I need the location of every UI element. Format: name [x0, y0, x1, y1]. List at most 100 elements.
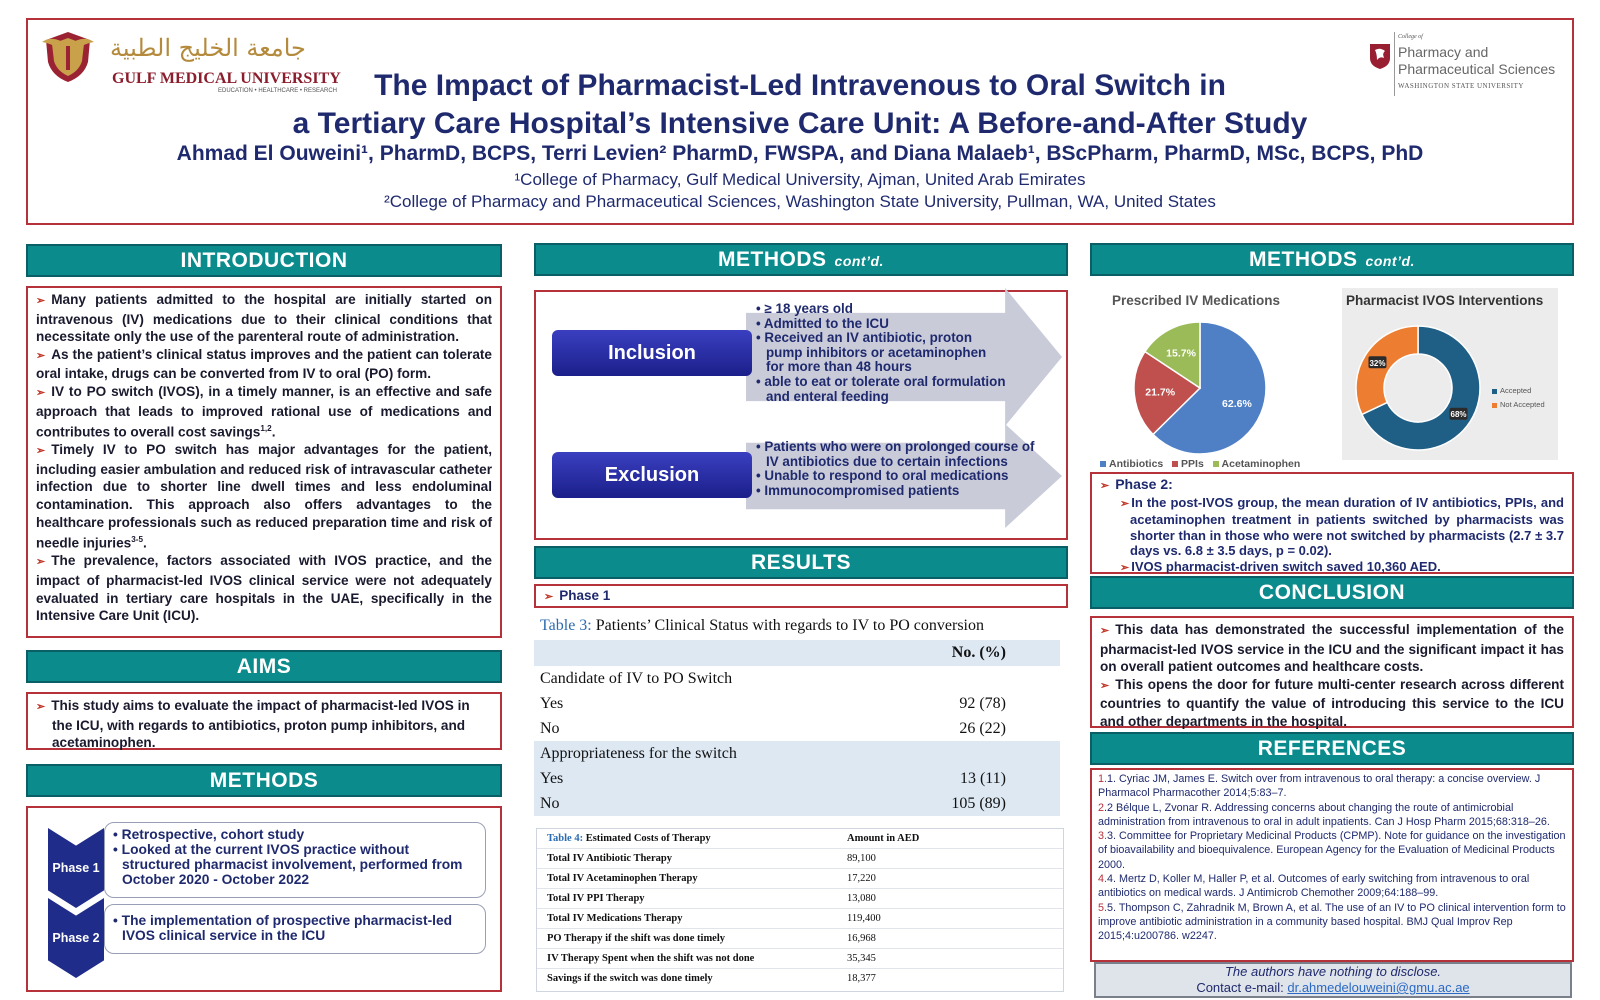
criteria-box: Inclusion • ≥ 18 years old • Admitted to… [534, 288, 1068, 540]
wsu-college-of: College of [1398, 34, 1423, 40]
phase1-item: • Looked at the current IVOS practice wi… [113, 842, 463, 887]
references-heading: REFERENCES [1090, 732, 1574, 765]
ivos-interventions-donut-chart: 68% 32% [1355, 325, 1481, 451]
table-row: Total IV Medications Therapy 119,400 [537, 909, 1063, 929]
exclusion-label: Exclusion [552, 452, 752, 498]
table-row: Appropriateness for the switch [534, 741, 1060, 766]
data-label: 32% [1369, 359, 1385, 368]
table-row: Yes 13 (11) [534, 766, 1060, 791]
reference-item: 3.3. Committee for Proprietary Medicinal… [1098, 830, 1566, 871]
introduction-heading: INTRODUCTION [26, 244, 502, 277]
arrow-icon: ➢ [36, 701, 46, 713]
references-list: 1.1. Cyriac JM, James E. Switch over fro… [1098, 772, 1568, 944]
methods-contd-heading: METHODS cont’d. [534, 243, 1068, 276]
arrow-icon: ➢ [544, 591, 554, 603]
chart1-legend: Antibiotics PPIs Acetaminophen [1100, 458, 1300, 470]
table3-title: Table 3: Patients’ Clinical Status with … [540, 617, 984, 634]
table-row: No 105 (89) [534, 791, 1060, 816]
phase2-results-label: ➢ Phase 2: [1100, 476, 1173, 492]
phase2-details: • The implementation of prospective phar… [104, 904, 486, 954]
arrow-icon: ➢ [1100, 480, 1110, 492]
reference-item: 4.4. Mertz D, Koller M, Haller P, et al.… [1098, 873, 1530, 900]
arrow-icon: ➢ [36, 556, 46, 569]
results-phase1-label: ➢ Phase 1 [534, 584, 1068, 608]
intro-paragraph: ➢ Many patients admitted to the hospital … [36, 292, 492, 345]
conclusion-box: ➢ This data has demonstrated the successf… [1090, 616, 1574, 729]
phase2-item: • The implementation of prospective phar… [113, 913, 453, 943]
table-row: No 26 (22) [540, 720, 1006, 737]
chart2-title: Pharmacist IVOS Interventions [1346, 293, 1544, 308]
phase2-chevron: Phase 2 [48, 898, 104, 978]
table3: No. (%) Candidate of IV to PO Switch Yes… [534, 640, 1060, 818]
poster-title-line2: a Tertiary Care Hospital’s Intensive Car… [292, 107, 1308, 140]
intro-paragraph: ➢ Timely IV to PO switch has major advant… [36, 442, 492, 551]
table-row: Savings if the switch was done timely 18,… [547, 973, 876, 984]
table-row: PO Therapy if the shift was done timely 1… [537, 929, 1063, 949]
wsu-cougar-icon [1370, 44, 1390, 69]
table4: Table 4: Estimated Costs of Therapy Amoun… [536, 828, 1064, 992]
arrow-icon: ➢ [36, 349, 46, 362]
exclusion-list: • Patients who were on prolonged course … [756, 439, 1046, 498]
gmu-logo: جامعة الخليج الطبية GULF MEDICAL UNIVERS… [38, 28, 341, 98]
reference-item: 1.1. Cyriac JM, James E. Switch over fro… [1098, 773, 1541, 800]
phase2-result-item: ➢ In the post-IVOS group, the mean durati… [1120, 494, 1564, 559]
aims-box: ➢ This study aims to evaluate the impact … [26, 692, 502, 750]
poster-title-line1: The Impact of Pharmacist-Led Intravenous… [374, 69, 1226, 102]
wsu-divider [1394, 32, 1395, 96]
aims-text: ➢ This study aims to evaluate the impact … [36, 698, 470, 751]
gmu-tagline: EDUCATION • HEALTHCARE • RESEARCH [218, 88, 337, 94]
legend-swatch [1492, 388, 1497, 394]
pie-slice-ppis [1133, 350, 1202, 436]
inclusion-item: • ≥ 18 years old [756, 301, 853, 316]
table-row: Candidate of IV to PO Switch [540, 670, 733, 687]
arrow-icon: ➢ [1120, 561, 1130, 574]
table4-header-row: Table 4: Estimated Costs of Therapy Amoun… [537, 829, 1063, 849]
data-label: 68% [1451, 410, 1467, 419]
data-label: 15.7% [1166, 347, 1196, 359]
poster-header: جامعة الخليج الطبية GULF MEDICAL UNIVERS… [26, 18, 1574, 225]
methods-heading: METHODS [26, 764, 502, 797]
wsu-college-name: Pharmacy and Pharmaceutical Sciences [1398, 44, 1556, 77]
disclosure-box: The authors have nothing to disclose. Co… [1094, 962, 1572, 998]
inclusion-item: • Received an IV antibiotic, proton pump… [756, 330, 987, 375]
gmu-name: GULF MEDICAL UNIVERSITY [112, 70, 341, 87]
reference-item: 2.2 Bélque L, Zvonar R. Addressing conce… [1098, 801, 1550, 828]
authors: Ahmad El Ouweini¹, PharmD, BCPS, Terri L… [176, 142, 1424, 165]
legend-item: Not Accepted [1492, 398, 1545, 412]
intro-paragraph: ➢ The prevalence, factors associated with… [36, 553, 492, 624]
phase2-results-box: ➢ Phase 2: ➢ In the post-IVOS group, the m… [1090, 472, 1574, 574]
table-row: Total IV Antibiotic Therapy 89,100 [537, 849, 1063, 869]
arrow-icon: ➢ [1120, 497, 1130, 510]
contact-line: Contact e-mail: dr.ahmedelouweini@gmu.ac… [1196, 980, 1470, 995]
arrow-icon: ➢ [1100, 625, 1110, 637]
legend-swatch [1492, 402, 1497, 408]
exclusion-item: • Unable to respond to oral medications [756, 468, 1009, 484]
phase1-chevron: Phase 1 [48, 828, 104, 908]
phase1-details: • Retrospective, cohort study • Looked a… [104, 822, 486, 898]
gmu-arabic-name: جامعة الخليج الطبية [110, 34, 306, 62]
aims-heading: AIMS [26, 650, 502, 683]
inclusion-item: • able to eat or tolerate oral formulati… [756, 373, 1006, 404]
inclusion-item: • Admitted to the ICU [756, 315, 889, 331]
contact-email-link[interactable]: dr.ahmedelouweini@gmu.ac.ae [1287, 980, 1470, 995]
wsu-university: WASHINGTON STATE UNIVERSITY [1398, 82, 1524, 90]
legend-item: Accepted [1492, 384, 1545, 398]
conclusion-paragraph: ➢ This data has demonstrated the successf… [1100, 622, 1564, 675]
table3-header-row: No. (%) [534, 640, 1060, 666]
methods-contd2-heading: METHODS cont’d. [1090, 243, 1574, 276]
data-label: 62.6% [1222, 398, 1252, 410]
conclusion-heading: CONCLUSION [1090, 576, 1574, 609]
reference-item: 5.5. Thompson C, Zahradnik M, Brown A, e… [1098, 901, 1566, 943]
data-label-box [1368, 356, 1387, 369]
intro-paragraph: ➢ As the patient’s clinical status improv… [36, 346, 492, 382]
arrow-icon: ➢ [36, 386, 46, 399]
legend-item: Acetaminophen [1212, 458, 1300, 470]
affiliation-1: ¹College of Pharmacy, Gulf Medical Unive… [514, 170, 1086, 189]
prescribed-iv-pie-chart: 62.6% 21.7% 15.7% [1133, 321, 1267, 455]
wsu-logo: College of Pharmacy and Pharmaceutical S… [1364, 30, 1564, 100]
references-box [1090, 768, 1574, 962]
intro-paragraph: ➢ IV to PO switch (IVOS), in a timely man… [36, 383, 492, 440]
exclusion-item: • Patients who were on prolonged course … [756, 439, 1035, 469]
data-label-box [1449, 407, 1468, 420]
